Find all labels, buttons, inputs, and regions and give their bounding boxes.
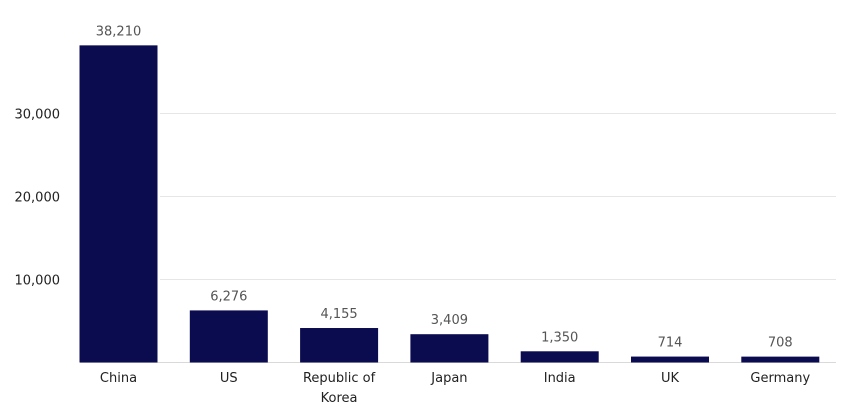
data-label: 38,210 xyxy=(96,24,142,39)
x-axis-categories: China US Republic of Korea Japan India UK Germa… xyxy=(100,371,811,406)
bar xyxy=(189,310,268,363)
y-tick-label: 20,000 xyxy=(15,191,61,206)
bars xyxy=(79,45,820,363)
data-label: 708 xyxy=(768,336,793,351)
data-labels: 38,210 6,276 4,155 3,409 1,350 714 708 xyxy=(96,24,793,350)
category-label: Republic of Korea xyxy=(303,371,376,406)
data-label: 3,409 xyxy=(431,313,468,328)
y-tick-label: 30,000 xyxy=(15,108,61,123)
bar xyxy=(300,328,379,363)
bar xyxy=(631,356,709,363)
category-label: China xyxy=(100,371,137,386)
category-label: Germany xyxy=(750,371,810,386)
category-label: UK xyxy=(661,371,680,386)
category-label: Japan xyxy=(430,371,467,386)
data-label: 1,350 xyxy=(541,330,578,345)
category-label: India xyxy=(544,371,576,386)
category-label: US xyxy=(220,371,238,386)
bar xyxy=(520,351,599,363)
bar xyxy=(410,334,489,363)
y-tick-label: 10,000 xyxy=(15,274,61,289)
data-label: 4,155 xyxy=(320,307,357,322)
y-axis-ticks: 10,000 20,000 30,000 xyxy=(15,108,61,289)
bar xyxy=(79,45,158,363)
bar xyxy=(741,356,820,363)
data-label: 6,276 xyxy=(210,289,247,304)
data-label: 714 xyxy=(658,336,683,351)
